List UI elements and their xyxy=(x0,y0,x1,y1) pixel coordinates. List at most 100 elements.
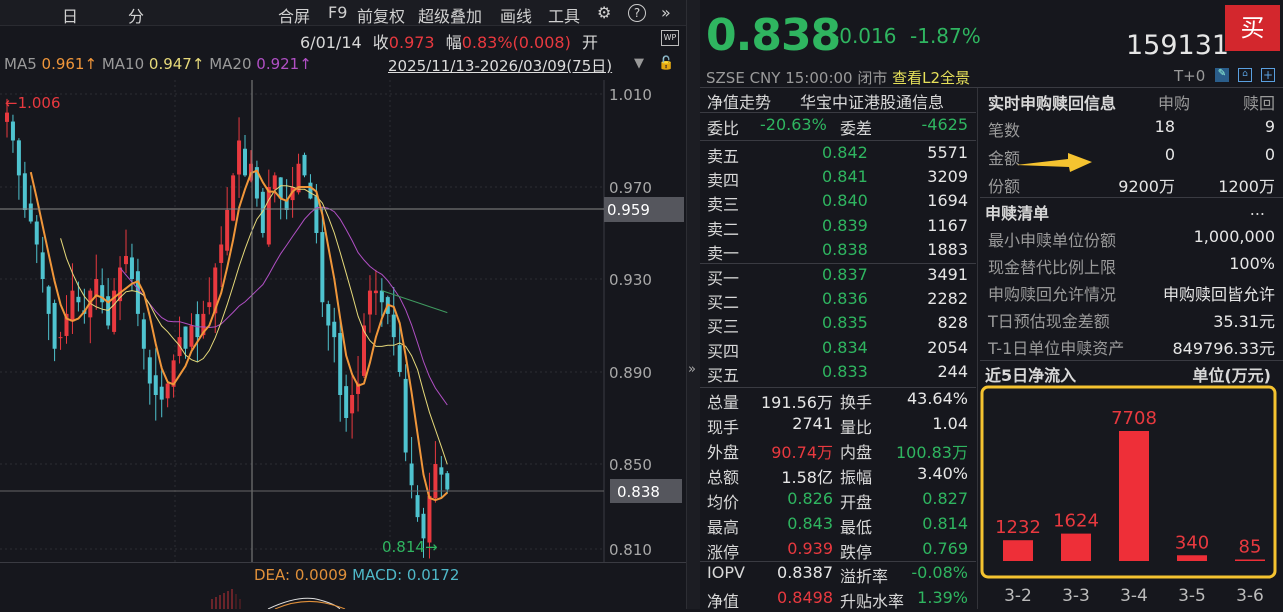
inflow-value-label: 1232 xyxy=(995,517,1041,538)
bid-level: 买二 xyxy=(707,293,740,313)
wp-icon[interactable]: WP xyxy=(661,30,679,46)
ask-row[interactable]: 卖三 0.840 1694 xyxy=(700,191,976,215)
candle-body xyxy=(124,256,128,265)
stat-value: 2741 xyxy=(792,414,833,433)
bid-volume: 828 xyxy=(937,313,968,333)
candle-body xyxy=(260,191,265,233)
bid-row[interactable]: 买一 0.837 3491 xyxy=(700,265,976,289)
ma20-label: MA20 xyxy=(209,55,252,73)
stat-value: 0.769 xyxy=(922,539,968,558)
close-value: 0.973 xyxy=(388,33,435,52)
stat-value: 1.58亿 xyxy=(781,468,833,487)
kline-chart[interactable]: 1.010 0.970 0.930 0.890 0.850 0.810 0.959 0.838… xyxy=(0,80,686,562)
bid-volume: 2054 xyxy=(927,337,968,357)
candle-body xyxy=(52,302,57,349)
divider xyxy=(977,88,978,609)
question-icon[interactable]: ? xyxy=(628,4,646,22)
toolbar-f9[interactable]: F9 xyxy=(328,3,348,22)
tab-fund-info[interactable]: 华宝中证港股通信息 xyxy=(800,93,945,112)
macd-value: MACD: 0.0172 xyxy=(352,566,460,584)
stat-label: 现手 xyxy=(707,418,740,437)
order-ratio-label: 委比 xyxy=(707,119,740,138)
list-item: 现金替代比例上限 100% xyxy=(980,254,1283,278)
stat-value: 0.8498 xyxy=(777,588,833,607)
date-range-selector[interactable]: 2025/11/13-2026/03/09(75日) xyxy=(388,57,613,75)
toolbar-tools[interactable]: 工具 xyxy=(548,7,581,26)
info-date: 6/01/14 xyxy=(300,33,362,52)
l2-link[interactable]: 查看L2全景 xyxy=(892,69,971,87)
ask-level: 卖四 xyxy=(707,171,740,191)
inflow-bar xyxy=(1235,559,1265,561)
bid-level: 买三 xyxy=(707,317,740,337)
dropdown-triangle-icon[interactable]: ▼ xyxy=(634,56,644,71)
stat-value: -0.08% xyxy=(911,563,968,582)
ask-volume: 5571 xyxy=(927,143,968,162)
candle-body xyxy=(237,140,242,175)
candle-body xyxy=(34,221,39,245)
ask-price: 0.841 xyxy=(822,167,868,187)
list-item-label: T-1日单位申赎资产 xyxy=(988,339,1125,358)
expand-panel-icon[interactable]: » xyxy=(688,362,696,377)
tab-minute[interactable]: 分 xyxy=(128,7,145,26)
inflow-date-label: 3-5 xyxy=(1178,586,1206,606)
edit-icon[interactable]: ✎ xyxy=(1215,68,1229,82)
ask-price: 0.839 xyxy=(822,215,868,235)
candle-body xyxy=(225,210,230,251)
redeem-value: 9 xyxy=(1264,117,1275,136)
etf-row-label: 份额 xyxy=(988,177,1021,196)
bid-row[interactable]: 买四 0.834 2054 xyxy=(700,338,976,362)
chart-toolbar: 日 分 合屏 F9 前复权 超级叠加 画线 工具 ⚙ ? » xyxy=(0,0,686,26)
stat-row: 均价 0.826 开盘 0.827 xyxy=(700,489,976,513)
ask-row[interactable]: 卖二 0.839 1167 xyxy=(700,216,976,240)
ma-legend: MA5 0.961↑ MA10 0.947↑ MA20 0.921↑ xyxy=(4,55,312,73)
candle-body xyxy=(219,244,224,263)
toolbar-combo-screen[interactable]: 合屏 xyxy=(278,7,311,26)
stat-row: 外盘 90.74万 内盘 100.83万 xyxy=(700,439,976,463)
more-button[interactable]: ... xyxy=(1249,200,1265,219)
inflow-date-label: 3-2 xyxy=(1004,586,1032,606)
buy-button[interactable]: 买 xyxy=(1225,5,1280,51)
toolbar-draw[interactable]: 画线 xyxy=(500,7,533,26)
order-diff-value: -4625 xyxy=(921,115,969,134)
bid-row[interactable]: 买三 0.835 828 xyxy=(700,313,976,337)
unlock-icon[interactable]: 🔓 xyxy=(658,56,675,71)
candle-body xyxy=(326,304,331,326)
toolbar-overlay[interactable]: 超级叠加 xyxy=(418,7,483,26)
stat-label: 涨停 xyxy=(707,543,740,562)
bid-row[interactable]: 买五 0.833 244 xyxy=(700,362,976,386)
ask-row[interactable]: 卖五 0.842 5571 xyxy=(700,143,976,167)
close-label: 收 xyxy=(372,33,389,52)
bid-row[interactable]: 买二 0.836 2282 xyxy=(700,289,976,313)
list-item-value: 1,000,000 xyxy=(1193,227,1275,246)
ask-level: 卖五 xyxy=(707,147,740,166)
ask-row[interactable]: 卖一 0.838 1883 xyxy=(700,240,976,264)
redeem-header: 赎回 xyxy=(1242,94,1275,113)
plus-icon[interactable]: + xyxy=(1261,68,1275,82)
dea-value: DEA: 0.0009 xyxy=(254,566,348,584)
ma20-line xyxy=(119,206,448,406)
stat-label: 均价 xyxy=(707,493,740,512)
candle-body xyxy=(391,314,396,338)
double-chevron-right-icon[interactable]: » xyxy=(661,3,671,22)
bid-price: 0.834 xyxy=(822,337,868,357)
change-label: 幅 xyxy=(445,33,462,52)
candle-body xyxy=(58,337,63,339)
candle-body xyxy=(409,463,414,486)
macd-legend: DEA: 0.0009 MACD: 0.0172 xyxy=(254,566,459,584)
tab-nav-trend[interactable]: 净值走势 xyxy=(707,93,772,112)
etf-creation-redemption-panel: 实时申购赎回信息 申购 赎回 笔数 18 9 金额 0 0 份额 9200万 1200万 申赎清单.… xyxy=(980,0,1283,609)
candle-body xyxy=(171,360,176,387)
inflow-bar xyxy=(1177,555,1207,561)
toolbar-forward-adjust[interactable]: 前复权 xyxy=(357,7,406,26)
y-tick-label: 0.850 xyxy=(609,456,652,474)
bell-icon[interactable]: ⌂ xyxy=(1238,68,1252,82)
ask-row[interactable]: 卖四 0.841 3209 xyxy=(700,167,976,191)
candle-body xyxy=(16,140,21,176)
tab-day[interactable]: 日 xyxy=(62,7,79,26)
inflow-bar xyxy=(1003,540,1033,561)
candle-body xyxy=(100,285,105,303)
bid-volume: 244 xyxy=(937,361,968,381)
bid-level: 买四 xyxy=(707,341,740,361)
candle-body xyxy=(147,357,152,384)
gear-icon[interactable]: ⚙ xyxy=(597,3,612,22)
